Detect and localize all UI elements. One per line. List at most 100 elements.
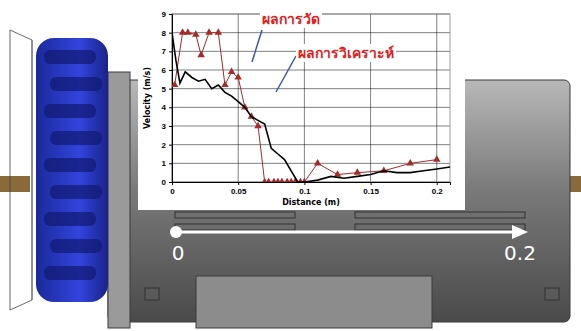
tick: 0.15 — [363, 182, 379, 196]
label-patch — [260, 10, 322, 28]
axis-line — [169, 15, 173, 183]
impeller-blade — [50, 131, 102, 145]
grid-line-x — [304, 14, 305, 182]
annotation-arrow — [276, 56, 296, 92]
tick-label: 0.2 — [432, 187, 444, 196]
tick-label: 8 — [162, 29, 167, 38]
tick-label: 9 — [162, 10, 167, 19]
tick: 2 — [162, 141, 172, 150]
tick: 5 — [162, 85, 172, 94]
marker — [184, 28, 191, 34]
canvas: 0 0.2 0 0.05 0.1 0.15 0.2 0 1 2 3 4 5 6 7 8 9 Distance (m… — [0, 0, 581, 331]
tick-label: 0.05 — [231, 187, 247, 196]
housing-line-b-0 — [175, 224, 295, 230]
tick-label: 6 — [162, 66, 167, 75]
tick: 1 — [162, 159, 172, 168]
marker — [234, 73, 241, 79]
arrow-start — [170, 226, 182, 238]
tick-mark — [169, 14, 172, 15]
series-line — [172, 33, 450, 182]
tick-mark — [169, 89, 172, 90]
tick-label: 1 — [162, 159, 167, 168]
marker — [197, 51, 204, 57]
tick-mark — [169, 70, 172, 71]
tick: 3 — [162, 122, 172, 131]
impeller-blade — [44, 158, 96, 172]
tick-label: 5 — [162, 85, 167, 94]
tick: 0 — [162, 178, 172, 187]
tick-mark — [169, 107, 172, 108]
tick-label: 0 — [170, 187, 175, 196]
plot-frame — [172, 14, 450, 182]
impeller-blade — [44, 104, 96, 118]
guard-outline — [10, 30, 32, 310]
tick-label: 3 — [162, 122, 167, 131]
tick-mark — [169, 33, 172, 34]
tick-mark — [169, 163, 172, 164]
base — [196, 276, 432, 328]
plot-area — [172, 28, 450, 182]
grid-line-y — [172, 144, 450, 145]
tick: 0.1 — [299, 182, 311, 196]
series-label: ผลการวิเคราะห์ — [298, 45, 394, 61]
tick-mark — [304, 182, 305, 185]
x-axis: 0 0.05 0.1 0.15 0.2 — [170, 182, 450, 196]
label-patch — [296, 44, 396, 62]
y-axis: 0 1 2 3 4 5 6 7 8 9 — [162, 10, 173, 187]
arrow-label: 0 — [172, 241, 185, 265]
impeller-blade — [44, 266, 96, 280]
impeller-blade — [50, 185, 102, 199]
arrow-head — [512, 225, 528, 239]
tick-mark — [169, 145, 172, 146]
tick: 0 — [170, 182, 175, 196]
tick-label: 0.15 — [363, 187, 379, 196]
tick-label: 0.1 — [299, 187, 311, 196]
y-axis-title: Velocity (m/s) — [143, 67, 152, 129]
impeller — [36, 38, 108, 302]
impeller-blade — [50, 77, 102, 91]
tick: 0.2 — [432, 182, 444, 196]
housing-line-b-1 — [355, 224, 525, 230]
series-line — [175, 33, 437, 182]
foot-right — [545, 288, 559, 300]
tick-label: 2 — [162, 141, 167, 150]
grid — [172, 14, 450, 182]
x-axis-title: Distance (m) — [282, 198, 340, 207]
tick: 4 — [162, 103, 172, 112]
marker — [265, 178, 272, 182]
chart-panel — [138, 0, 465, 210]
tick-mark — [437, 182, 438, 185]
tick-mark — [169, 182, 172, 183]
marker — [215, 28, 222, 34]
impeller-blade — [44, 50, 96, 64]
series-label: ผลการวัด — [262, 11, 320, 27]
arrow-label: 0.2 — [504, 241, 536, 265]
housing-line-1 — [355, 212, 525, 218]
marker — [407, 159, 414, 165]
marker — [228, 68, 235, 74]
annotations: ผลการวัดผลการวิเคราะห์ — [252, 10, 396, 92]
tick: 8 — [162, 29, 172, 38]
tick-label: 4 — [162, 103, 167, 112]
grid-line-y — [172, 126, 450, 127]
marker — [433, 155, 440, 161]
marker — [334, 170, 341, 176]
grid-line-x — [238, 14, 239, 182]
axis-line — [173, 183, 451, 186]
foot-left — [145, 288, 159, 300]
tick-mark — [169, 51, 172, 52]
impeller-blade — [50, 239, 102, 253]
tick: 7 — [162, 47, 172, 56]
marker — [221, 81, 228, 87]
impeller-blade — [44, 212, 96, 226]
tick-label: 0 — [162, 178, 167, 187]
tick: 6 — [162, 66, 172, 75]
tick-mark — [371, 182, 372, 185]
marker — [354, 168, 361, 174]
tick: 9 — [162, 10, 172, 19]
grid-line-x — [370, 14, 371, 182]
marker — [192, 30, 199, 36]
tick-label: 7 — [162, 47, 167, 56]
marker — [172, 81, 178, 87]
marker — [278, 178, 285, 182]
